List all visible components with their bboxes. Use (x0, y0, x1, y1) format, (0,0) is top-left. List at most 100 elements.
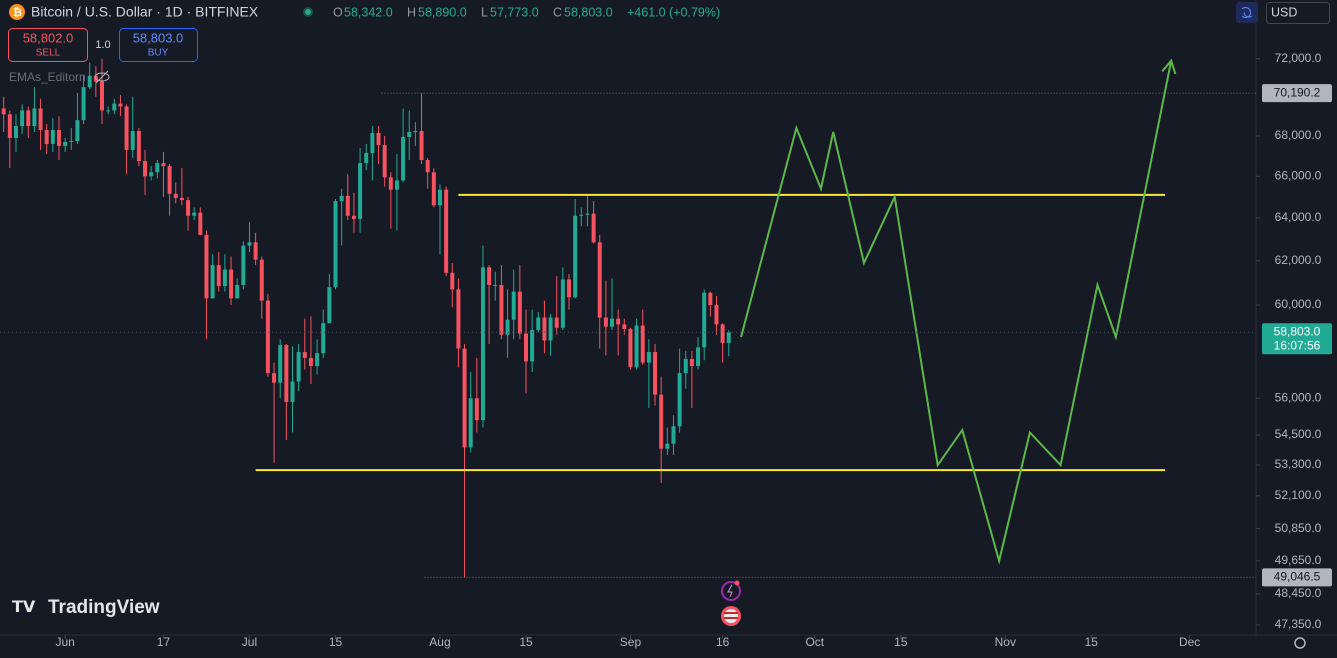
candle-body (327, 287, 332, 324)
candle-body (702, 292, 707, 348)
candle-body (523, 333, 528, 362)
x-tick-label: 15 (329, 635, 343, 649)
candle-body (315, 353, 320, 367)
candle-body (143, 161, 148, 177)
candle-body (646, 352, 651, 363)
candle-body (333, 201, 338, 288)
candle-body (321, 323, 326, 354)
candle-body (302, 352, 307, 358)
candle-body (616, 318, 621, 325)
candle-body (1, 108, 6, 115)
change-value: +461.0 (+0.79%) (627, 5, 720, 19)
candle-body (253, 242, 258, 260)
price-marker-label: 70,190.2 (1274, 85, 1321, 99)
plot-area (1, 58, 731, 578)
event-icon[interactable] (721, 581, 741, 601)
event-glyph (727, 584, 733, 598)
candle-body (278, 345, 283, 383)
event-badge (734, 580, 740, 586)
sell-label: SELL (36, 48, 61, 59)
candle-body (284, 345, 289, 402)
candle-body (345, 195, 350, 216)
candle-body (413, 131, 418, 133)
x-tick-label: 17 (157, 635, 171, 649)
currency-toggle[interactable] (1236, 2, 1258, 23)
candle-body (382, 144, 387, 178)
candle-body (50, 130, 55, 144)
candle-body (265, 300, 270, 374)
candle-body (640, 325, 645, 363)
candle-body (394, 180, 399, 190)
y-tick-label: 54,500.0 (1275, 427, 1322, 441)
candle-body (696, 347, 701, 367)
candle-body (597, 242, 602, 318)
candle-body (554, 317, 559, 328)
coin-icon (9, 4, 25, 20)
candle-body (499, 284, 504, 335)
candle-body (677, 373, 682, 427)
y-tick-label: 62,000.0 (1275, 253, 1322, 267)
candle-body (542, 317, 547, 341)
candle-body (38, 108, 43, 131)
candle-body (106, 110, 111, 112)
candle-body (474, 398, 479, 421)
sell-button[interactable] (8, 28, 88, 62)
candle-body (388, 177, 393, 190)
coin-glyph: ₿ (13, 7, 22, 19)
hide-icon[interactable] (94, 70, 110, 84)
price-marker-box (1262, 568, 1332, 587)
candle-body (296, 352, 301, 382)
candle-body (726, 332, 731, 343)
candle-body (425, 160, 430, 173)
x-tick-label: 16 (716, 635, 730, 649)
candle-body (87, 75, 92, 88)
buy-label: BUY (148, 48, 169, 59)
candle-body (100, 81, 105, 111)
candle-body (44, 130, 49, 144)
candle-body (124, 106, 129, 150)
candle-body (167, 166, 172, 194)
candle-body (683, 359, 688, 374)
y-tick-label: 64,000.0 (1275, 210, 1322, 224)
x-tick-label: 15 (1085, 635, 1099, 649)
candle-body (229, 269, 234, 299)
currency-select[interactable] (1266, 2, 1330, 24)
candle-body (20, 110, 25, 127)
candle-body (216, 265, 221, 287)
candle-body (462, 348, 467, 448)
candle-body (407, 132, 412, 137)
candle-body (198, 212, 203, 235)
candle-body (173, 193, 178, 198)
candle-body (63, 141, 68, 146)
candle-body (493, 284, 498, 286)
indicator-name: EMAs_Editorn (9, 70, 86, 84)
projection-path (740, 60, 1173, 565)
buy-button[interactable] (119, 28, 198, 62)
candle-body (431, 172, 436, 206)
x-tick-label: Jun (55, 635, 74, 649)
candle-body (130, 131, 135, 150)
candle-body (247, 242, 252, 246)
candle-body (351, 215, 356, 219)
candle-body (665, 443, 670, 449)
candle-body (487, 267, 492, 285)
candle-body (118, 103, 123, 107)
candle-body (517, 291, 522, 334)
candle-body (179, 197, 184, 201)
candle-body (32, 108, 37, 127)
y-tick-label: 49,650.0 (1275, 553, 1322, 567)
candle-body (714, 305, 719, 325)
candle-body (720, 324, 725, 343)
symbol-title: Bitcoin / U.S. Dollar · 1D · BITFINEX (31, 4, 259, 20)
settings-icon[interactable] (1294, 637, 1306, 649)
y-tick-label: 53,300.0 (1275, 457, 1322, 471)
candle-body (339, 195, 344, 202)
y-tick-label: 52,100.0 (1275, 488, 1322, 502)
open-value: 58,342.0 (344, 5, 393, 19)
currency: USD (1271, 5, 1297, 19)
y-tick-label: 56,000.0 (1275, 390, 1322, 404)
logo-text: TradingView (48, 597, 160, 618)
flag-icon (724, 609, 738, 623)
candle-body (272, 373, 277, 383)
candle-body (419, 131, 424, 161)
